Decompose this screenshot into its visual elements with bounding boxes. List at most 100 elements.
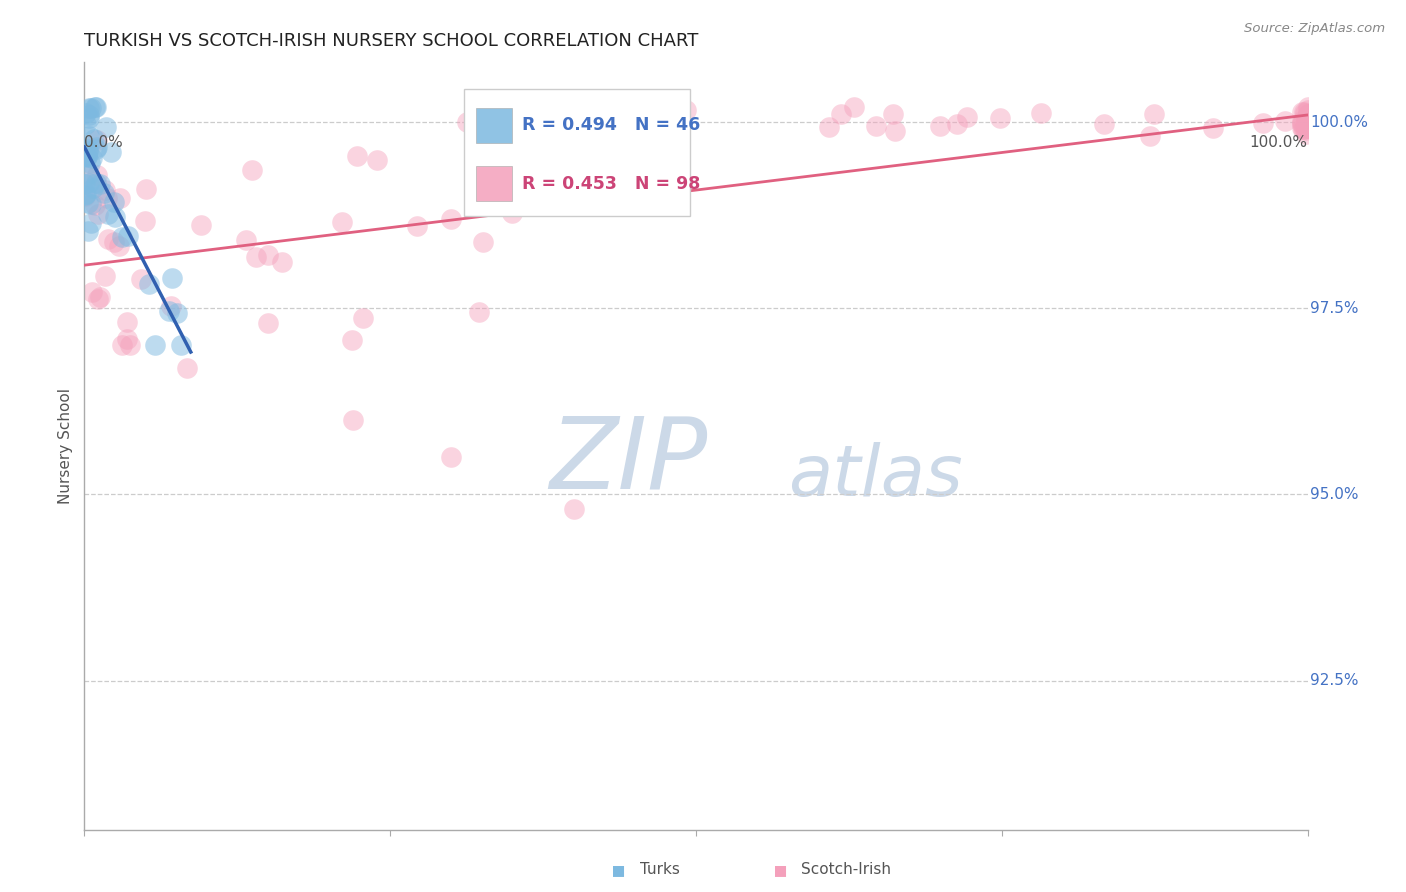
Point — [75, 105, 97, 120]
Text: atlas: atlas — [787, 442, 962, 511]
Point — [103, 235, 125, 250]
Point — [675, 103, 697, 118]
Point — [83, 132, 105, 146]
FancyBboxPatch shape — [475, 109, 513, 143]
Point — [1295, 119, 1317, 133]
Point — [1296, 118, 1319, 132]
Point — [100, 145, 122, 159]
Point — [240, 163, 263, 178]
Point — [84, 176, 107, 190]
Point — [830, 106, 852, 120]
Point — [1296, 100, 1319, 114]
Point — [83, 198, 105, 212]
Text: R = 0.453   N = 98: R = 0.453 N = 98 — [522, 175, 700, 193]
Text: Source: ZipAtlas.com: Source: ZipAtlas.com — [1244, 22, 1385, 36]
FancyBboxPatch shape — [464, 89, 690, 216]
Point — [103, 195, 125, 210]
Point — [342, 413, 364, 427]
Point — [842, 100, 865, 114]
Point — [77, 223, 100, 237]
Point — [567, 114, 589, 128]
Y-axis label: Nursery School: Nursery School — [58, 388, 73, 504]
Point — [1296, 116, 1319, 130]
Point — [1092, 117, 1115, 131]
Point — [76, 169, 98, 183]
Point — [1202, 121, 1225, 136]
Point — [468, 304, 491, 318]
Point — [988, 112, 1011, 126]
Point — [135, 181, 157, 195]
Point — [620, 123, 643, 137]
Text: Turks: Turks — [640, 863, 679, 877]
Point — [884, 123, 907, 137]
Point — [111, 338, 134, 352]
Point — [1296, 113, 1319, 128]
Point — [1295, 112, 1317, 127]
Point — [80, 197, 103, 211]
Point — [96, 192, 118, 206]
Point — [86, 168, 108, 182]
Point — [76, 144, 98, 158]
Point — [882, 107, 904, 121]
Point — [956, 110, 979, 124]
Point — [1296, 120, 1319, 135]
Point — [77, 195, 100, 210]
Point — [89, 177, 111, 191]
Point — [1274, 113, 1296, 128]
Point — [134, 214, 156, 228]
Point — [97, 207, 120, 221]
Text: R = 0.494   N = 46: R = 0.494 N = 46 — [522, 116, 700, 135]
Point — [82, 180, 104, 194]
Text: 100.0%: 100.0% — [1250, 136, 1308, 151]
Point — [245, 250, 267, 264]
Point — [1296, 107, 1319, 121]
Point — [77, 128, 100, 143]
Point — [82, 285, 104, 299]
Point — [170, 338, 193, 352]
Point — [176, 360, 198, 375]
Point — [77, 112, 100, 126]
Point — [256, 316, 278, 330]
Point — [1295, 106, 1317, 120]
Point — [76, 150, 98, 164]
Point — [97, 232, 120, 246]
Point — [1294, 118, 1316, 132]
Point — [89, 290, 111, 304]
Point — [270, 255, 292, 269]
Point — [118, 338, 141, 352]
Point — [157, 303, 180, 318]
Point — [80, 216, 103, 230]
FancyBboxPatch shape — [475, 166, 513, 201]
Point — [107, 238, 129, 252]
Point — [76, 142, 98, 156]
Point — [80, 101, 103, 115]
Point — [111, 230, 134, 244]
Point — [129, 271, 152, 285]
Point — [1296, 118, 1319, 132]
Point — [818, 120, 841, 134]
Point — [256, 248, 278, 262]
Point — [1291, 121, 1313, 136]
Point — [82, 151, 104, 165]
Point — [160, 270, 183, 285]
Point — [342, 333, 364, 347]
Point — [1291, 117, 1313, 131]
Point — [1143, 107, 1166, 121]
Point — [1292, 122, 1315, 136]
Point — [86, 140, 108, 154]
Point — [1292, 122, 1315, 136]
Point — [929, 119, 952, 133]
Point — [75, 186, 97, 201]
Point — [1295, 112, 1317, 126]
Point — [1296, 115, 1319, 129]
Point — [73, 178, 96, 192]
Point — [1295, 127, 1317, 141]
Point — [79, 101, 101, 115]
Point — [166, 306, 188, 320]
Point — [75, 117, 97, 131]
Point — [235, 233, 257, 247]
Point — [76, 148, 98, 162]
Point — [87, 207, 110, 221]
Point — [110, 191, 132, 205]
Point — [1291, 114, 1313, 128]
